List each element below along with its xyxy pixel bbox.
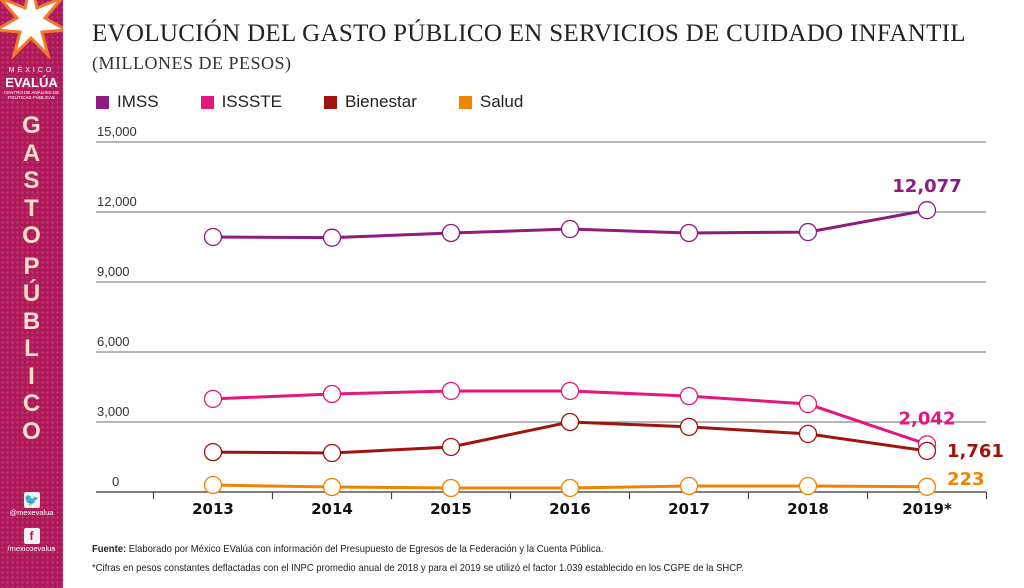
data-point-issste xyxy=(322,384,342,404)
data-point-issste xyxy=(679,386,699,406)
sidebar-title-letter: A xyxy=(22,139,41,167)
sidebar-title-letter: L xyxy=(24,335,39,362)
sidebar-title-letter: O xyxy=(22,222,41,249)
facebook-handle: /mexicoevalua xyxy=(7,544,56,553)
legend-swatch xyxy=(200,95,214,109)
legend-item-issste: ISSSTE xyxy=(200,92,283,112)
sidebar-title-letter: S xyxy=(23,167,40,194)
twitter-icon: 🐦 xyxy=(23,492,40,508)
data-point-imss xyxy=(917,201,937,220)
data-label-bienestar: 1,761 xyxy=(947,441,1004,462)
source-note: Fuente: Elaborado por México EValúa con … xyxy=(92,543,603,555)
data-label-salud: 223 xyxy=(947,469,985,490)
twitter-link[interactable]: 🐦 @mexevalua xyxy=(0,492,63,517)
brand-name: EVALÚA xyxy=(5,75,58,90)
legend-item-salud: Salud xyxy=(458,92,524,112)
legend-label: IMSS xyxy=(117,92,159,111)
footnote: *Cifras en pesos constantes deflactadas … xyxy=(92,562,744,574)
legend: IMSS ISSSTE Bienestar Salud xyxy=(96,92,565,112)
data-point-issste xyxy=(203,389,223,409)
facebook-icon: f xyxy=(23,528,40,544)
data-point-salud xyxy=(441,478,461,498)
data-point-salud xyxy=(322,477,342,497)
sidebar-title-letter: G xyxy=(22,112,41,139)
data-point-bienestar xyxy=(560,412,580,432)
legend-label: Salud xyxy=(479,92,524,111)
x-tick-label: 2015 xyxy=(430,500,472,518)
data-point-imss xyxy=(203,227,223,247)
mexico-evalua-star-logo xyxy=(0,0,63,60)
data-point-imss xyxy=(322,228,342,247)
sidebar-title-letter: T xyxy=(24,194,39,222)
legend-item-imss: IMSS xyxy=(96,92,159,112)
y-tick-label: 3,000 xyxy=(97,404,130,419)
y-tick-label: 9,000 xyxy=(97,264,130,279)
legend-item-bienestar: Bienestar xyxy=(324,92,417,112)
x-tick-label: 2014 xyxy=(311,500,353,518)
brand-line1: MÉXICO xyxy=(8,67,55,74)
y-tick-label: 6,000 xyxy=(97,334,130,349)
data-point-imss xyxy=(560,219,580,239)
data-label-imss: 12,077 xyxy=(892,176,961,197)
data-point-salud xyxy=(203,475,223,495)
x-tick-label: 2019* xyxy=(902,500,952,518)
data-label-issste: 2,042 xyxy=(899,408,956,429)
sidebar-title-letter: Ú xyxy=(22,280,41,307)
legend-label: ISSSTE xyxy=(221,92,283,111)
data-point-imss xyxy=(679,223,699,243)
x-tick-label: 2016 xyxy=(549,500,591,518)
legend-swatch xyxy=(324,95,338,109)
brand-tagline: CENTRO DE ANÁLISIS DE POLÍTICAS PÚBLICAS xyxy=(3,90,60,100)
x-tick-label: 2013 xyxy=(192,500,234,518)
data-point-issste xyxy=(798,394,818,414)
legend-label: Bienestar xyxy=(345,92,417,111)
data-point-salud xyxy=(798,476,818,496)
data-point-imss xyxy=(441,223,461,243)
data-point-imss xyxy=(798,222,818,242)
data-point-bienestar xyxy=(322,443,342,463)
sidebar-title-letter: P xyxy=(23,252,40,280)
data-point-bienestar xyxy=(203,442,223,462)
data-point-issste xyxy=(441,381,461,401)
data-point-bienestar xyxy=(798,424,818,444)
sidebar-title-letter: C xyxy=(22,390,41,417)
data-point-salud xyxy=(917,477,937,496)
data-point-salud xyxy=(560,478,580,498)
chart-title: EVOLUCIÓN DEL GASTO PÚBLICO EN SERVICIOS… xyxy=(92,20,966,47)
source-text: Elaborado por México EValúa con informac… xyxy=(126,543,604,555)
y-tick-label: 15,000 xyxy=(97,124,137,139)
data-point-bienestar xyxy=(679,417,699,437)
data-point-bienestar xyxy=(917,441,937,461)
facebook-link[interactable]: f /mexicoevalua xyxy=(0,528,63,553)
sidebar: MÉXICO EVALÚA CENTRO DE ANÁLISIS DE POLÍ… xyxy=(0,0,63,588)
legend-swatch xyxy=(458,95,472,109)
x-tick-label: 2017 xyxy=(668,500,710,518)
sidebar-title-letter: O xyxy=(22,417,41,445)
x-tick-label: 2018 xyxy=(787,500,829,518)
data-point-bienestar xyxy=(441,437,461,457)
y-tick-label: 12,000 xyxy=(97,194,137,209)
data-point-issste xyxy=(560,381,580,401)
source-label: Fuente: xyxy=(92,543,127,555)
legend-swatch xyxy=(96,95,109,109)
sidebar-title-letter: I xyxy=(28,362,35,390)
y-tick-label: 0 xyxy=(112,474,119,489)
chart-subtitle: (MILLONES DE PESOS) xyxy=(92,53,292,73)
twitter-handle: @mexevalua xyxy=(9,508,54,517)
data-point-salud xyxy=(679,476,699,496)
sidebar-title-letter: B xyxy=(22,307,41,335)
